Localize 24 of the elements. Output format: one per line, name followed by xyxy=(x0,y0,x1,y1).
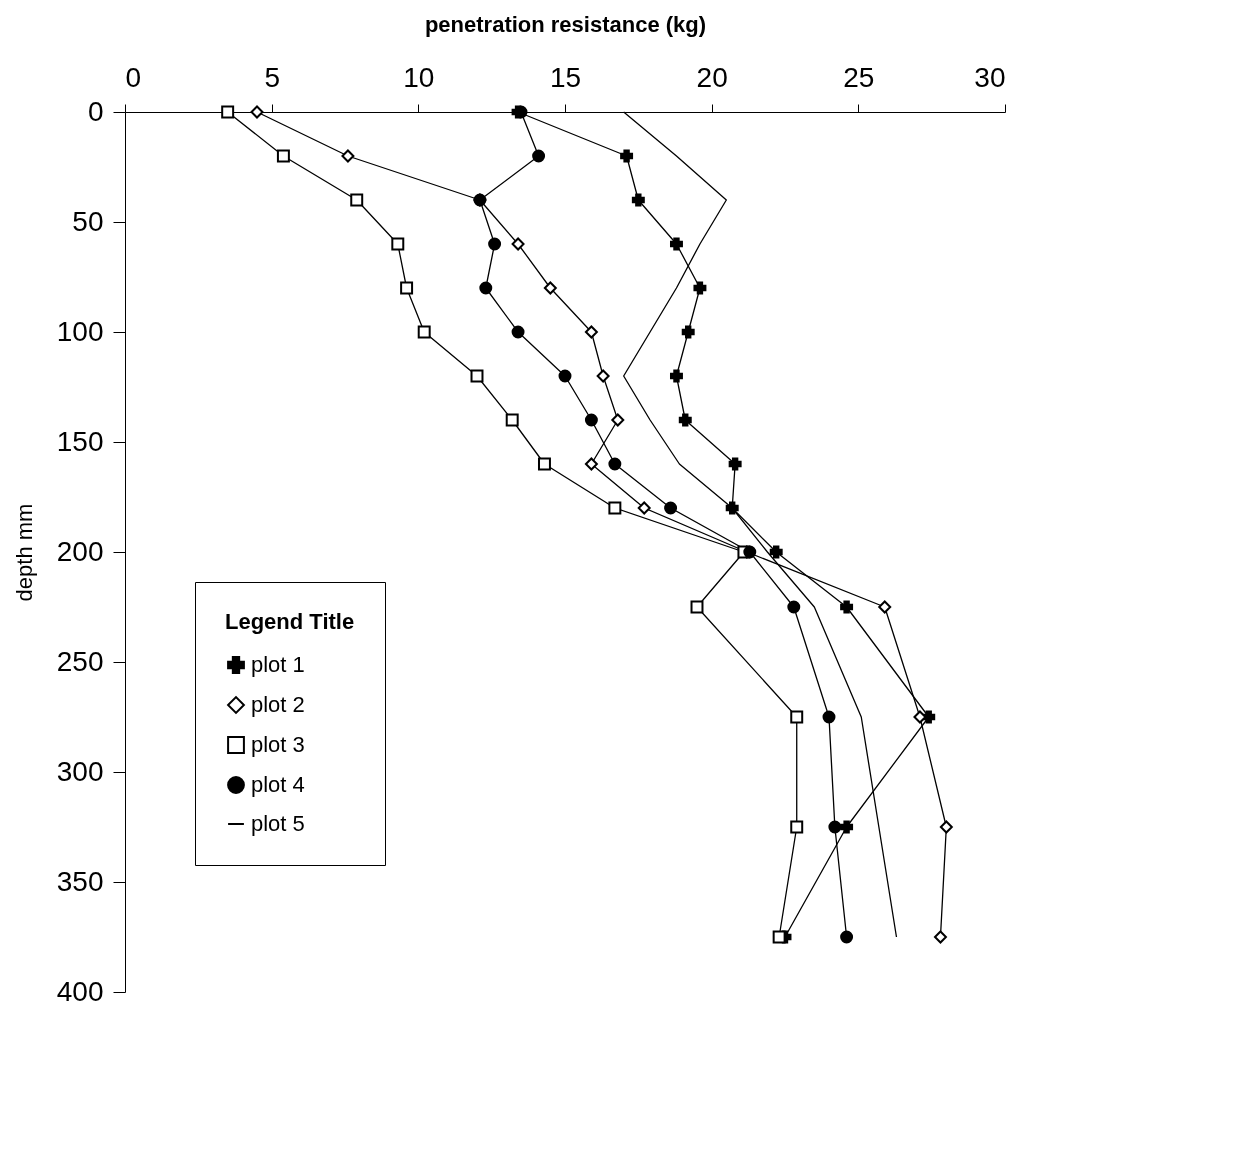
x-tick-label: 0 xyxy=(125,61,142,93)
legend-label: plot 5 xyxy=(251,811,305,836)
y-tick-label: 0 xyxy=(87,95,104,127)
y-tick-label: 200 xyxy=(56,535,104,567)
x-axis-title: penetration resistance (kg) xyxy=(424,11,707,37)
y-tick-label: 300 xyxy=(56,755,104,787)
y-tick-label: 400 xyxy=(56,975,104,1007)
y-tick-label: 150 xyxy=(56,425,104,457)
y-tick-label: 100 xyxy=(56,315,104,347)
x-tick-label: 5 xyxy=(264,61,280,93)
x-tick-label: 15 xyxy=(549,61,582,93)
y-tick-label: 350 xyxy=(56,865,104,897)
x-tick-label: 25 xyxy=(843,61,875,93)
legend-label: plot 4 xyxy=(251,772,305,797)
y-tick-label: 250 xyxy=(56,645,104,677)
legend-label: plot 3 xyxy=(251,732,305,757)
x-tick-label: 30 xyxy=(974,61,1006,93)
legend-title: Legend Title xyxy=(225,609,355,634)
x-tick-label: 20 xyxy=(696,61,728,93)
legend-label: plot 2 xyxy=(251,692,305,717)
x-tick-label: 10 xyxy=(403,61,435,93)
y-tick-label: 50 xyxy=(72,205,104,237)
y-axis-title: depth mm xyxy=(11,503,37,602)
legend-label: plot 1 xyxy=(251,652,305,677)
